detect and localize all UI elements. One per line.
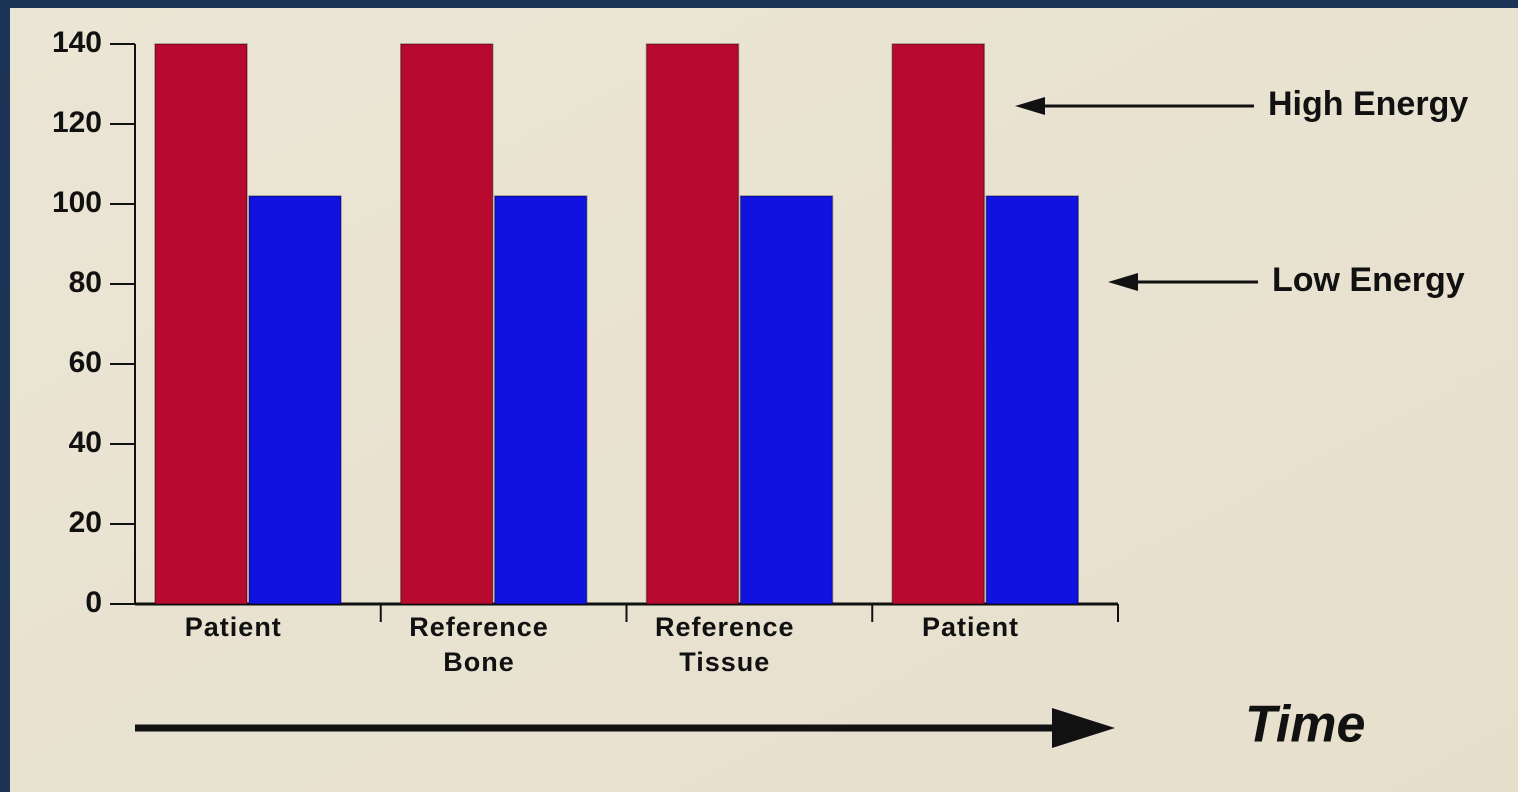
time-arrowhead (1052, 708, 1115, 748)
x-tick-label: Patient (922, 612, 1020, 642)
legend-arrowhead (1015, 97, 1045, 115)
x-tick-label: Reference Tissue (655, 612, 795, 677)
bar (154, 43, 248, 605)
x-tick-label: Patient (184, 612, 282, 642)
bar (985, 195, 1079, 605)
bar (891, 43, 985, 605)
y-tick-label: 100 (52, 186, 102, 219)
bar (645, 43, 740, 605)
bar (739, 195, 834, 605)
x-tick-label: Reference Bone (409, 612, 549, 677)
bar (400, 43, 494, 605)
y-tick-label: 20 (69, 506, 102, 539)
y-tick-label: 60 (69, 346, 102, 379)
y-tick-label: 0 (85, 586, 102, 619)
legend-arrowhead (1108, 273, 1138, 291)
y-tick-label: 80 (69, 266, 102, 299)
legend-label: High Energy (1268, 85, 1468, 123)
legend-label: Low Energy (1272, 261, 1465, 299)
y-tick-label: 140 (52, 26, 102, 59)
bar (248, 195, 342, 605)
y-tick-label: 40 (69, 426, 102, 459)
bar (494, 195, 588, 605)
y-tick-label: 120 (52, 106, 102, 139)
x-axis-label: Time (1245, 696, 1365, 754)
